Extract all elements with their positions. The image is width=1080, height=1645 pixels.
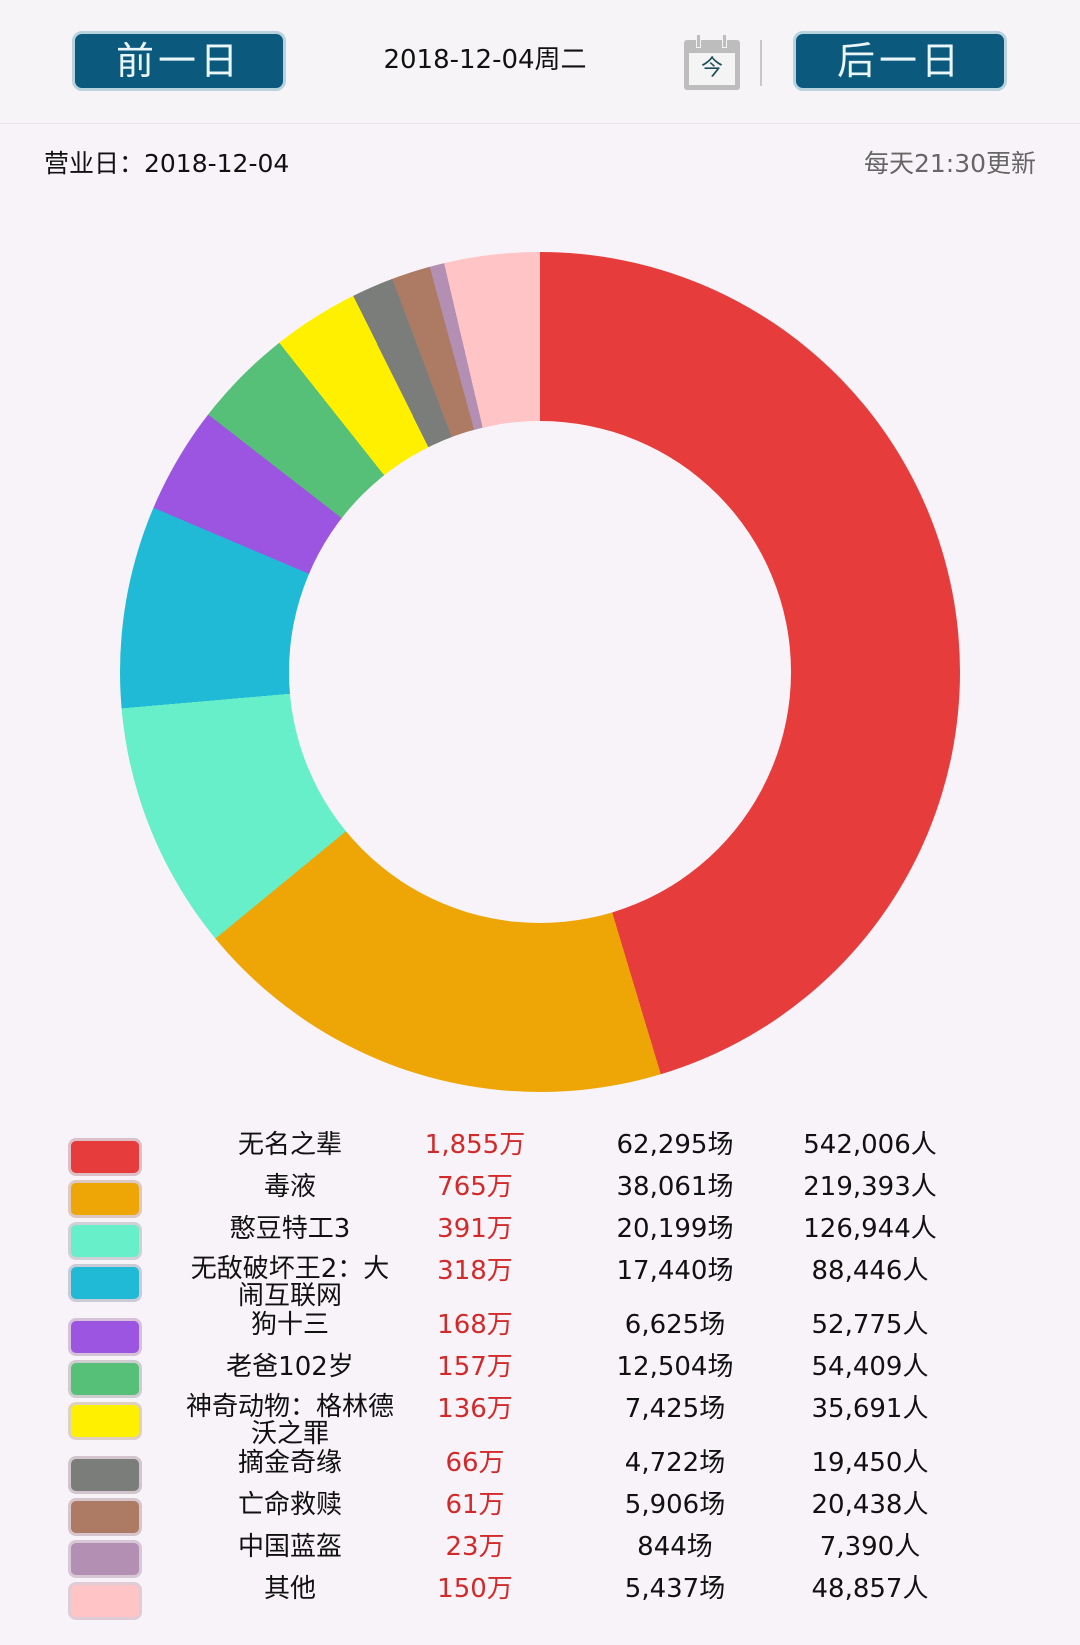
attendance-count: 126,944人 xyxy=(803,1214,937,1244)
movie-name: 亡命救赎 xyxy=(237,1490,342,1520)
shows-count: 62,295场 xyxy=(616,1130,734,1160)
box-office-donut-chart xyxy=(120,252,960,1092)
legend-row[interactable]: 摘金奇缘 66万 4,722场 19,450人 xyxy=(0,1448,1080,1494)
today-calendar-icon[interactable]: 今 xyxy=(684,34,740,90)
gross-value: 66万 xyxy=(445,1448,505,1478)
calendar-ring-right xyxy=(722,34,727,48)
attendance-count: 88,446人 xyxy=(811,1256,929,1286)
legend-row[interactable]: 其他 150万 5,437场 48,857人 xyxy=(0,1574,1080,1620)
legend-row[interactable]: 中国蓝盔 23万 844场 7,390人 xyxy=(0,1532,1080,1578)
donut-hole xyxy=(289,421,791,923)
attendance-count: 54,409人 xyxy=(811,1352,929,1382)
top-bar: 前一日 2018-12-04周二 今 后一日 xyxy=(0,0,1080,124)
color-swatch[interactable] xyxy=(68,1180,142,1218)
legend-row[interactable]: 毒液 765万 38,061场 219,393人 xyxy=(0,1172,1080,1218)
shows-count: 38,061场 xyxy=(616,1172,734,1202)
color-swatch[interactable] xyxy=(68,1540,142,1578)
shows-count: 5,437场 xyxy=(624,1574,726,1604)
attendance-count: 219,393人 xyxy=(803,1172,937,1202)
gross-value: 61万 xyxy=(445,1490,505,1520)
color-swatch[interactable] xyxy=(68,1222,142,1260)
shows-count: 12,504场 xyxy=(616,1352,734,1382)
legend-row[interactable]: 憨豆特工3 391万 20,199场 126,944人 xyxy=(0,1214,1080,1260)
color-swatch[interactable] xyxy=(68,1402,142,1440)
gross-value: 150万 xyxy=(437,1574,513,1604)
today-glyph: 今 xyxy=(700,56,723,81)
movie-name: 摘金奇缘 xyxy=(237,1448,342,1478)
movie-name: 其他 xyxy=(263,1574,316,1604)
shows-count: 17,440场 xyxy=(616,1256,734,1286)
update-time-note: 每天21:30更新 xyxy=(863,149,1036,178)
shows-count: 6,625场 xyxy=(624,1310,726,1340)
attendance-count: 19,450人 xyxy=(811,1448,929,1478)
business-day-label: 营业日：2018-12-04 xyxy=(44,149,290,178)
current-date-label: 2018-12-04周二 xyxy=(383,45,587,75)
movie-name: 老爸102岁 xyxy=(226,1352,354,1382)
calendar-ring-left xyxy=(696,34,701,48)
movie-name: 憨豆特工3 xyxy=(229,1214,351,1244)
gross-value: 391万 xyxy=(437,1214,513,1244)
shows-count: 844场 xyxy=(637,1532,713,1562)
shows-count: 5,906场 xyxy=(624,1490,726,1520)
movie-name: 狗十三 xyxy=(250,1310,329,1340)
shows-count: 4,722场 xyxy=(624,1448,726,1478)
legend-row[interactable]: 神奇动物：格林德沃之罪 136万 7,425场 35,691人 xyxy=(0,1394,1080,1448)
gross-value: 157万 xyxy=(437,1352,513,1382)
movie-name: 中国蓝盔 xyxy=(237,1532,342,1562)
header-divider xyxy=(760,40,762,86)
legend-row[interactable]: 无名之辈 1,855万 62,295场 542,006人 xyxy=(0,1130,1080,1176)
movie-name: 毒液 xyxy=(263,1172,316,1202)
color-swatch[interactable] xyxy=(68,1582,142,1620)
color-swatch[interactable] xyxy=(68,1456,142,1494)
gross-value: 765万 xyxy=(437,1172,513,1202)
color-swatch[interactable] xyxy=(68,1498,142,1536)
color-swatch[interactable] xyxy=(68,1360,142,1398)
gross-value: 318万 xyxy=(437,1256,513,1286)
attendance-count: 48,857人 xyxy=(811,1574,929,1604)
gross-value: 168万 xyxy=(437,1310,513,1340)
next-day-button[interactable]: 后一日 xyxy=(793,31,1007,91)
gross-value: 23万 xyxy=(445,1532,505,1562)
gross-value: 136万 xyxy=(437,1394,513,1424)
movie-name: 无敌破坏王2：大闹互联网 xyxy=(190,1254,390,1311)
attendance-count: 542,006人 xyxy=(803,1130,937,1160)
shows-count: 7,425场 xyxy=(624,1394,726,1424)
attendance-count: 20,438人 xyxy=(811,1490,929,1520)
calendar-frame xyxy=(684,40,740,90)
attendance-count: 7,390人 xyxy=(819,1532,921,1562)
movie-name: 无名之辈 xyxy=(237,1130,342,1160)
shows-count: 20,199场 xyxy=(616,1214,734,1244)
color-swatch[interactable] xyxy=(68,1264,142,1302)
movie-name: 神奇动物：格林德沃之罪 xyxy=(185,1392,394,1449)
legend-row[interactable]: 亡命救赎 61万 5,906场 20,438人 xyxy=(0,1490,1080,1536)
attendance-count: 35,691人 xyxy=(811,1394,929,1424)
legend-row[interactable]: 狗十三 168万 6,625场 52,775人 xyxy=(0,1310,1080,1356)
previous-day-button[interactable]: 前一日 xyxy=(72,31,286,91)
attendance-count: 52,775人 xyxy=(811,1310,929,1340)
color-swatch[interactable] xyxy=(68,1318,142,1356)
gross-value: 1,855万 xyxy=(424,1130,526,1160)
color-swatch[interactable] xyxy=(68,1138,142,1176)
legend-row[interactable]: 老爸102岁 157万 12,504场 54,409人 xyxy=(0,1352,1080,1398)
legend-row[interactable]: 无敌破坏王2：大闹互联网 318万 17,440场 88,446人 xyxy=(0,1256,1080,1310)
